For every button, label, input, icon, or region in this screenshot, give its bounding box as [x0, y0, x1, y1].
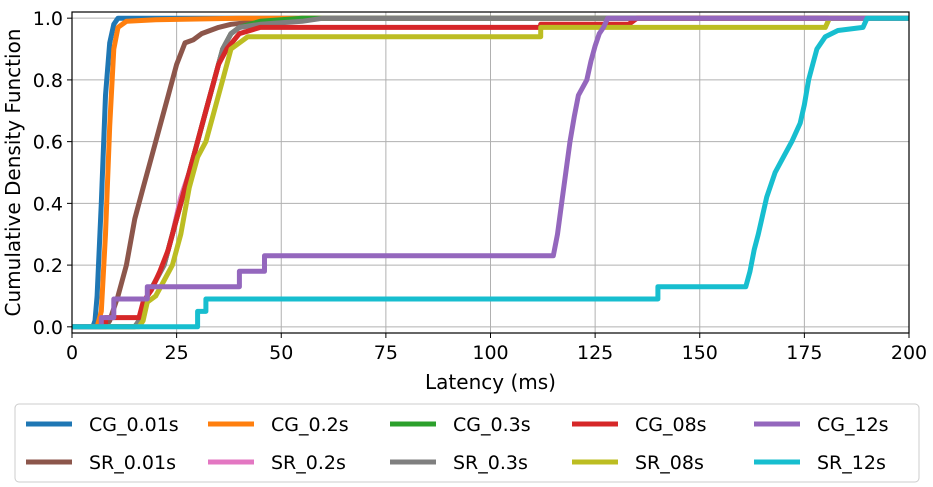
grid [71, 12, 910, 333]
legend-label-sr-0-01s: SR_0.01s [89, 452, 176, 474]
legend-label-sr-08s: SR_08s [635, 452, 704, 474]
y-tick-label: 1.0 [33, 8, 63, 30]
x-tick-label: 50 [269, 342, 293, 364]
y-tick-label: 0.4 [33, 193, 63, 215]
x-axis-label: Latency (ms) [425, 370, 556, 394]
x-tick-label: 75 [374, 342, 398, 364]
series-line-cg-0-01s [72, 15, 909, 330]
series-line-sr-12s [72, 15, 909, 330]
legend: CG_0.01s CG_0.2s CG_0.3s CG_08s CG_12s SR_0.0… [14, 403, 920, 483]
x-tick-label: 150 [682, 342, 718, 364]
legend-label-cg-0-01s: CG_0.01s [89, 414, 179, 436]
legend-label-cg-0-2s: CG_0.2s [271, 414, 349, 436]
legend-label-sr-0-2s: SR_0.2s [271, 452, 346, 474]
legend-label-cg-08s: CG_08s [635, 414, 707, 436]
x-tick-label: 200 [891, 342, 927, 364]
series-line-cg-12s [72, 15, 909, 330]
legend-label-cg-12s: CG_12s [817, 414, 889, 436]
y-tick-label: 0.6 [33, 132, 63, 154]
series-line-cg-08s [72, 15, 909, 330]
y-tick-label: 0.0 [33, 317, 63, 339]
x-tick-label: 100 [472, 342, 508, 364]
x-tick-label: 175 [786, 342, 822, 364]
x-tick-label: 0 [66, 342, 78, 364]
legend-label-cg-0-3s: CG_0.3s [453, 414, 531, 436]
x-tick-label: 25 [165, 342, 189, 364]
y-axis-label: Cumulative Density Function [1, 29, 25, 317]
series-line-sr-0-01s [72, 15, 909, 330]
tick-labels: 0 25 50 75 100 125 150 175 200 0.0 0.2 0.4 0.6 0.8 1.0 [33, 8, 927, 364]
series-line-sr-08s [72, 15, 909, 330]
y-tick-label: 0.2 [33, 255, 63, 277]
x-tick-label: 125 [577, 342, 613, 364]
y-tick-label: 0.8 [33, 70, 63, 92]
legend-label-sr-0-3s: SR_0.3s [453, 452, 528, 474]
series-lines [72, 15, 909, 330]
legend-label-sr-12s: SR_12s [817, 452, 886, 474]
